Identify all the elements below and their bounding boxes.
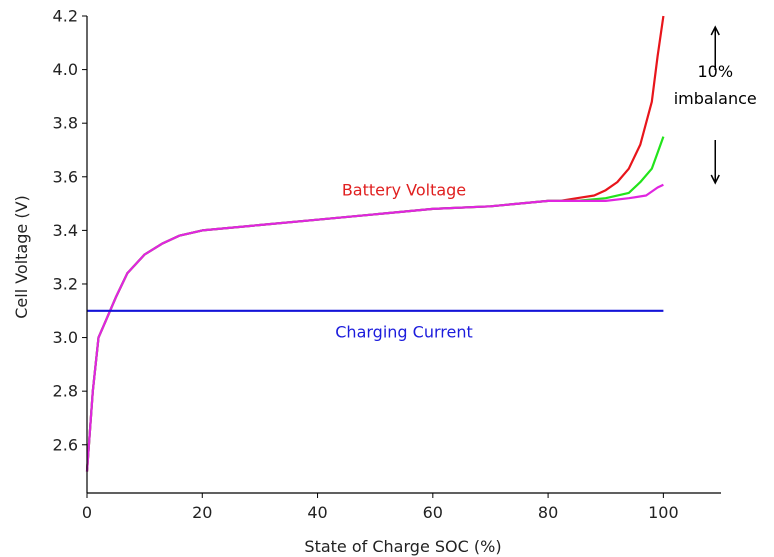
annotation-label: Charging Current [335, 323, 473, 342]
arrow-up-head-icon [710, 25, 720, 36]
y-tick-label: 4.2 [53, 7, 78, 26]
y-tick-label: 3.4 [53, 221, 78, 240]
x-tick-label: 40 [307, 503, 327, 522]
y-tick-label: 2.6 [53, 435, 78, 454]
axes [86, 16, 721, 494]
annotations: Battery Voltage Charging Current 10% imbala… [335, 25, 757, 342]
x-tick-label: 60 [423, 503, 443, 522]
x-axis-label: State of Charge SOC (%) [304, 537, 501, 556]
arrow-down-head-icon [710, 174, 720, 185]
x-tick-label: 100 [648, 503, 679, 522]
x-tick-label: 20 [192, 503, 212, 522]
annotation-label-line: 10% [697, 62, 733, 81]
y-tick-label: 3.8 [53, 114, 78, 133]
y-tick-label: 3.2 [53, 274, 78, 293]
x-tick-label: 80 [538, 503, 558, 522]
x-tick-label: 0 [82, 503, 92, 522]
y-tick-label: 3.6 [53, 167, 78, 186]
ticks: 0 20 40 60 80 100 2.6 2.8 3.0 3.2 3.4 3.6 3.8 4.0 4.2 [53, 7, 679, 523]
y-tick-label: 4.0 [53, 60, 78, 79]
y-tick-label: 2.8 [53, 382, 78, 401]
y-axis-label: Cell Voltage (V) [12, 195, 31, 319]
y-tick-label: 3.0 [53, 328, 78, 347]
series-line-0 [85, 15, 665, 472]
annotation-label-line: imbalance [674, 89, 757, 108]
plot-lines [85, 15, 665, 472]
annotation-label: Battery Voltage [342, 181, 466, 200]
